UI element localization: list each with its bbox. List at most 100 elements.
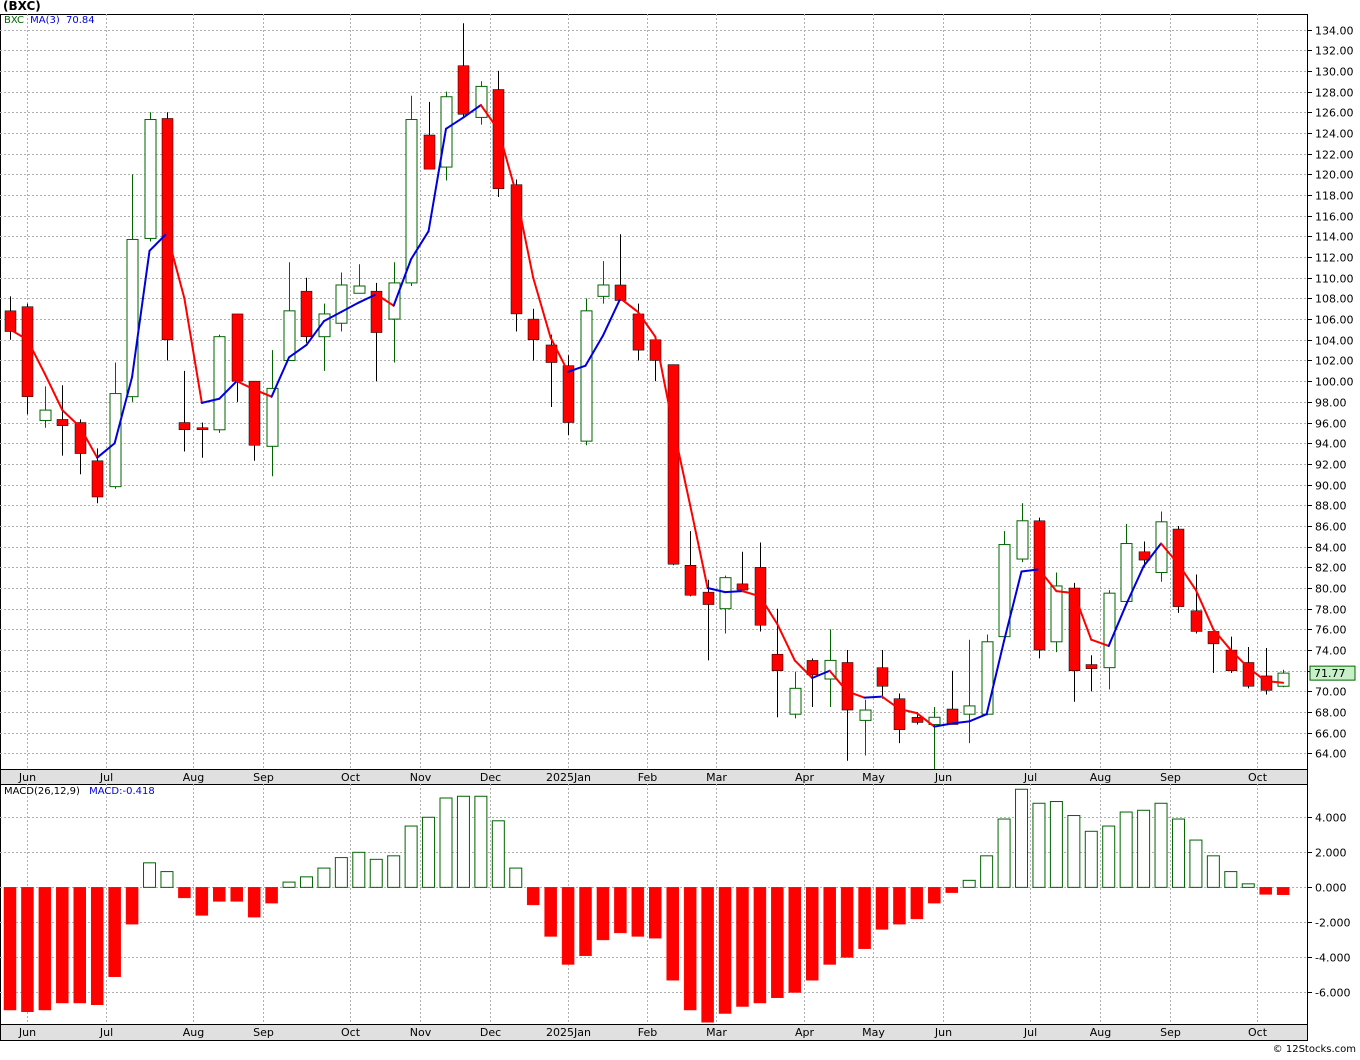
price-date-label: Apr bbox=[795, 771, 815, 784]
price-tick-label: 102.00 bbox=[1315, 355, 1354, 368]
price-tick-label: 96.00 bbox=[1315, 418, 1347, 431]
ma3-segment bbox=[61, 409, 81, 428]
price-tick-label: 76.00 bbox=[1315, 624, 1347, 637]
candle-body-up bbox=[39, 409, 52, 421]
macd-histogram-series bbox=[3, 788, 1290, 1023]
candle-body-down bbox=[1242, 662, 1255, 687]
macd-bar-positive bbox=[1154, 802, 1168, 888]
price-date-strip bbox=[0, 769, 1308, 784]
candle-body-up bbox=[335, 284, 348, 324]
candle-body-up bbox=[353, 285, 366, 294]
price-date-label: Sep bbox=[253, 771, 274, 784]
price-date-label: 2025Jan bbox=[546, 771, 591, 784]
grid-lines bbox=[0, 14, 1308, 1024]
price-panel-frame bbox=[0, 14, 1308, 785]
price-legend: BXC MA(3) 70.84 bbox=[4, 15, 95, 26]
macd-date-label: Oct bbox=[1248, 1026, 1268, 1039]
candle-body-down bbox=[300, 290, 313, 337]
macd-bar-positive bbox=[1189, 839, 1203, 888]
macd-date-label: Jul bbox=[99, 1026, 113, 1039]
macd-bar-positive bbox=[491, 820, 505, 888]
macd-bar-positive bbox=[997, 818, 1011, 888]
macd-bar-positive bbox=[422, 816, 436, 888]
ma3-segment bbox=[1055, 590, 1075, 595]
candle-body-down bbox=[771, 653, 784, 671]
ma3-segment bbox=[78, 425, 99, 459]
ma3-segment bbox=[183, 297, 203, 404]
ma3-segment bbox=[985, 639, 1006, 716]
macd-bar-negative bbox=[230, 887, 243, 902]
ma3-segment bbox=[1090, 638, 1110, 647]
ma3-segment bbox=[392, 258, 413, 307]
ma3-segment bbox=[601, 297, 622, 337]
ma-label: MA(3) bbox=[30, 15, 60, 26]
price-date-label: Aug bbox=[183, 771, 204, 784]
candle-body-down bbox=[1033, 520, 1046, 651]
ma3-segment bbox=[497, 128, 517, 193]
candle-body-down bbox=[876, 667, 889, 687]
macd-bar-positive bbox=[317, 867, 331, 888]
candle-body-down bbox=[911, 717, 924, 723]
macd-bar-positive bbox=[160, 871, 174, 888]
ma3-segment bbox=[549, 336, 570, 373]
price-date-label: Oct bbox=[1248, 771, 1268, 784]
macd-bar-positive bbox=[509, 867, 523, 888]
ma3-segment bbox=[131, 249, 151, 379]
price-tick-label: 68.00 bbox=[1315, 707, 1347, 720]
panel-frames bbox=[0, 14, 1308, 1041]
macd-date-label: Aug bbox=[1090, 1026, 1111, 1039]
macd-bar-negative bbox=[90, 887, 104, 1005]
candle-body-up bbox=[1120, 543, 1133, 602]
candle-body-down bbox=[667, 364, 680, 565]
macd-bar-positive bbox=[1119, 811, 1133, 888]
macd-bar-negative bbox=[840, 887, 854, 958]
ma3-segment bbox=[1037, 568, 1058, 593]
candlestick-series bbox=[4, 23, 1290, 769]
price-date-label: May bbox=[862, 771, 885, 784]
ma3-segment bbox=[218, 380, 238, 400]
macd-bar-negative bbox=[858, 887, 871, 949]
price-tick-label: 74.00 bbox=[1315, 645, 1347, 658]
candle-body-down bbox=[1085, 664, 1098, 669]
ma3-segment bbox=[427, 127, 447, 233]
ma3-segment bbox=[235, 380, 256, 391]
page-title: (BXC) bbox=[3, 0, 41, 13]
macd-bar-negative bbox=[125, 887, 139, 925]
macd-bar-negative bbox=[823, 887, 836, 965]
price-date-label: Oct bbox=[341, 771, 361, 784]
macd-date-strip bbox=[0, 1024, 1308, 1040]
candle-body-up bbox=[440, 96, 453, 168]
macd-bar-positive bbox=[1241, 883, 1255, 888]
ma3-segment bbox=[671, 423, 692, 507]
macd-bar-positive bbox=[1049, 801, 1063, 888]
macd-date-label: Oct bbox=[341, 1026, 361, 1039]
ma3-segment bbox=[479, 104, 500, 131]
candle-body-down bbox=[457, 65, 470, 115]
candle-body-down bbox=[946, 708, 959, 725]
macd-label: MACD(26,12,9) bbox=[4, 786, 80, 797]
price-tick-label: 64.00 bbox=[1315, 748, 1347, 761]
macd-bar-positive bbox=[334, 857, 348, 888]
candle-body-down bbox=[527, 318, 540, 341]
ma3-segment bbox=[43, 372, 64, 412]
candle-body-up bbox=[213, 336, 226, 431]
price-tick-label: 88.00 bbox=[1315, 500, 1347, 513]
macd-date-label: Nov bbox=[410, 1026, 432, 1039]
ma3-segment bbox=[1003, 570, 1023, 642]
ma3-segment bbox=[758, 595, 779, 626]
macd-bar-negative bbox=[21, 887, 34, 1012]
macd-bar-positive bbox=[1137, 809, 1151, 888]
candle-body-down bbox=[562, 365, 575, 423]
macd-bar-negative bbox=[910, 887, 924, 920]
ma3-segment bbox=[654, 335, 674, 426]
macd-bar-positive bbox=[1032, 802, 1046, 888]
macd-tick-label: 2.000 bbox=[1315, 847, 1347, 860]
macd-bar-positive bbox=[387, 855, 401, 888]
macd-tick-label: -6.000 bbox=[1315, 987, 1350, 1000]
ma3-segment bbox=[741, 590, 761, 598]
ma3-segment bbox=[619, 297, 639, 313]
macd-bar-negative bbox=[945, 887, 959, 893]
price-date-label: Sep bbox=[1160, 771, 1181, 784]
candle-body-down bbox=[21, 306, 34, 397]
candle-body-down bbox=[1172, 528, 1185, 607]
